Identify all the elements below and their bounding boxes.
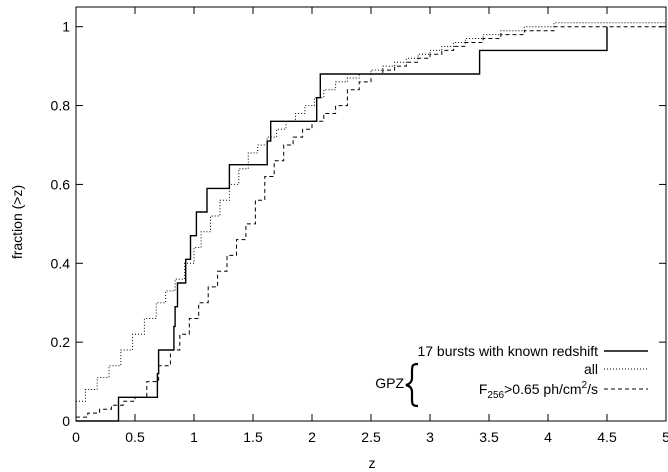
series-known-redshift [76, 26, 608, 422]
x-tick-label: 0.5 [125, 429, 145, 445]
x-tick-label: 2 [308, 429, 316, 445]
x-tick-label: 2.5 [361, 429, 381, 445]
x-axis-label: z [369, 455, 376, 471]
y-tick-label: 0.2 [51, 334, 71, 350]
y-tick-label: 1 [62, 19, 70, 35]
x-tick-label: 0 [72, 429, 80, 445]
x-tick-label: 1.5 [243, 429, 263, 445]
series-all [76, 22, 666, 402]
x-tick-label: 1 [190, 429, 198, 445]
series-layer [76, 22, 667, 422]
x-tick-label: 4.5 [597, 429, 617, 445]
legend-group-brace [405, 362, 419, 408]
legend-label-known-redshift: 17 bursts with known redshift [417, 343, 598, 359]
legend: 17 bursts with known redshift all F256>0… [375, 343, 648, 408]
series-flux-cut [76, 22, 667, 418]
y-tick-label: 0.6 [51, 176, 71, 192]
legend-label-flux-cut: F256>0.65 ph/cm2/s [479, 380, 598, 401]
legend-group-label: GPZ [375, 375, 404, 391]
legend-label-all: all [584, 361, 598, 377]
x-tick-label: 3 [426, 429, 434, 445]
axes-layer: 0 0.5 1 1.5 2 2.5 3 3.5 4 4.5 5 0 0.2 0.4 0.6 0.8 1 [51, 7, 668, 445]
y-axis-label: fraction (>z) [9, 185, 25, 259]
y-tick-label: 0.4 [51, 255, 71, 271]
x-tick-label: 5 [662, 429, 668, 445]
y-tick-label: 0 [62, 413, 70, 429]
x-tick-label: 4 [544, 429, 552, 445]
y-tick-label: 0.8 [51, 98, 71, 114]
x-tick-label: 3.5 [479, 429, 499, 445]
